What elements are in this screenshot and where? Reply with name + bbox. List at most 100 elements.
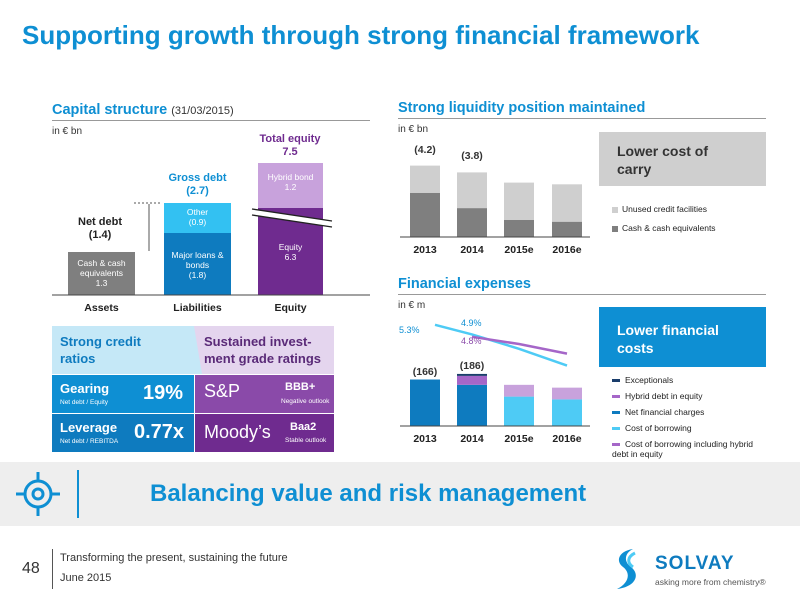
ratings-header-chevron [180,326,202,374]
expenses-tick-2013: 2013 [413,433,437,445]
credit-ratios-title: Strong credit ratios [60,334,141,366]
legend-cost-borrowing-hybrid: Cost of borrowing including hybrid debt … [612,439,762,459]
gross-debt-callout: Gross debt (2.7) [160,172,235,198]
net-debt-value: (1.4) [88,229,112,241]
expenses-unit: in € m [398,300,426,311]
ratings-header: Sustained invest-ment grade ratings [194,326,334,374]
capital-title-text: Capital structure [52,102,168,118]
total-equity-label: Total equity [259,133,321,145]
legend-unused-credit: Unused credit facilities [612,204,707,214]
liquidity-tick-2016e: 2016e [552,244,581,256]
legend-unused-credit-text: Unused credit facilities [622,204,708,214]
capital-title-rule [52,120,370,121]
leverage-sub: Net debt / REBITDA [60,438,119,445]
hybrid-bond-bar [258,163,323,208]
expenses-title: Financial expenses [398,276,531,292]
cost-of-carry-text: Lower cost of carry [617,143,709,177]
equity-label: Equity [278,242,303,252]
slide-title: Supporting growth through strong financi… [22,20,700,50]
liquidity-tick-2014: 2014 [460,244,484,256]
cost-of-carry-box: Lower cost of carry [599,132,766,186]
expenses-bar-2015e-hybrid [504,384,534,397]
target-icon [16,472,60,516]
sp-name: S&P [204,381,241,401]
financial-costs-box: Lower financial costs [599,307,766,367]
total-equity-value: 7.5 [282,146,298,158]
liquidity-bar-2015e-cash [504,220,534,237]
footer-tagline: Transforming the present, sustaining the… [60,552,288,564]
moodys-name: Moody’s [204,422,271,442]
liquidity-bar-2016e-cash [552,221,582,237]
expenses-label-2013: (166) [412,366,438,378]
legend-cost-borrowing-hybrid-text: Cost of borrowing including hybrid debt … [612,439,754,459]
cash-bar-label: Cash & cash equivalents 1.3 [68,258,135,288]
liquidity-bar-2016e-unused [552,184,582,222]
other-bar-label: Other (0.9) [164,207,231,227]
liquidity-unit: in € bn [398,124,429,135]
cost-borrowing-hybrid-swatch [612,443,620,447]
expenses-title-rule [398,294,766,295]
liquidity-bar-2013-cash [410,192,440,237]
moodys-row [195,414,334,452]
gross-debt-label: Gross debt [168,172,227,184]
major-bar-label: Major loans & bonds (1.8) [164,250,231,280]
capital-structure-title: Capital structure (31/03/2015) [52,102,234,118]
cost-borrowing-swatch [612,427,620,431]
sp-outlook: Negative outlook [281,398,330,405]
exceptionals-swatch [612,379,620,383]
gearing-label: Gearing [60,381,110,396]
gearing-value: 19% [143,382,184,404]
legend-net-charges-text: Net financial charges [625,407,705,417]
axis-break-gap [251,209,333,227]
financial-costs-text: Lower financial costs [617,322,719,356]
hybrid-label: Hybrid bond [267,172,314,182]
legend-cash-text: Cash & cash equivalents [622,223,716,233]
major-label: Major loans & bonds [171,250,224,270]
net-debt-callout: Net debt (1.4) [70,216,130,242]
credit-ratios-header: Strong credit ratios [52,326,194,374]
gross-debt-value: (2.7) [186,185,209,197]
other-value: (0.9) [188,217,207,227]
legend-cash: Cash & cash equivalents [612,223,716,233]
solvay-logo-icon [617,549,636,589]
leverage-row [52,414,194,452]
legend-net-charges: Net financial charges [612,407,704,417]
liquidity-tick-2015e: 2015e [504,244,533,256]
banner [0,462,800,526]
equity-bar-label: Equity 6.3 [258,242,323,262]
equity-value: 6.3 [284,252,297,262]
total-equity-callout: Total equity 7.5 [250,133,330,159]
expenses-bar-2016e-net [552,399,582,426]
sp-rating: BBB+ [285,381,316,393]
legend-hybrid-text: Hybrid debt in equity [625,391,703,401]
expenses-bar-2015e-net [504,396,534,426]
banner-divider [77,470,79,518]
liquidity-chart: 2013 2014 2015e 2016e [400,165,590,256]
hybrid-value: 1.2 [284,182,297,192]
leverage-label: Leverage [60,420,118,435]
axis-break-line-1 [251,208,333,222]
cost-of-borrowing-hybrid-line [471,335,568,355]
cash-swatch [612,225,618,232]
liquidity-bar-2014-unused [457,172,487,209]
legend-exceptionals-text: Exceptionals [625,375,674,385]
legend-cost-borrowing: Cost of borrowing [612,423,692,433]
banner-text: Balancing value and risk management [150,480,587,507]
cash-value: 1.3 [95,278,108,288]
unused-credit-swatch [612,206,618,213]
net-debt-label: Net debt [78,216,122,228]
moodys-outlook: Stable outlook [285,437,327,444]
expenses-label-2014: (186) [459,360,485,372]
expenses-bar-2014-exceptionals [457,373,487,376]
cat-equity: Equity [274,302,307,314]
leverage-value: 0.77x [134,421,185,443]
liquidity-title-rule [398,118,766,119]
expenses-tick-2015e: 2015e [504,433,533,445]
legend-hybrid: Hybrid debt in equity [612,391,703,401]
liquidity-bar-2014-cash [457,208,487,237]
liquidity-label-2014: (3.8) [461,150,483,162]
hybrid-bar-label: Hybrid bond 1.2 [258,172,323,192]
other-liabilities-bar [164,203,231,233]
expenses-tick-2014: 2014 [460,433,484,445]
line-label-4-9: 4.9% [461,318,482,328]
